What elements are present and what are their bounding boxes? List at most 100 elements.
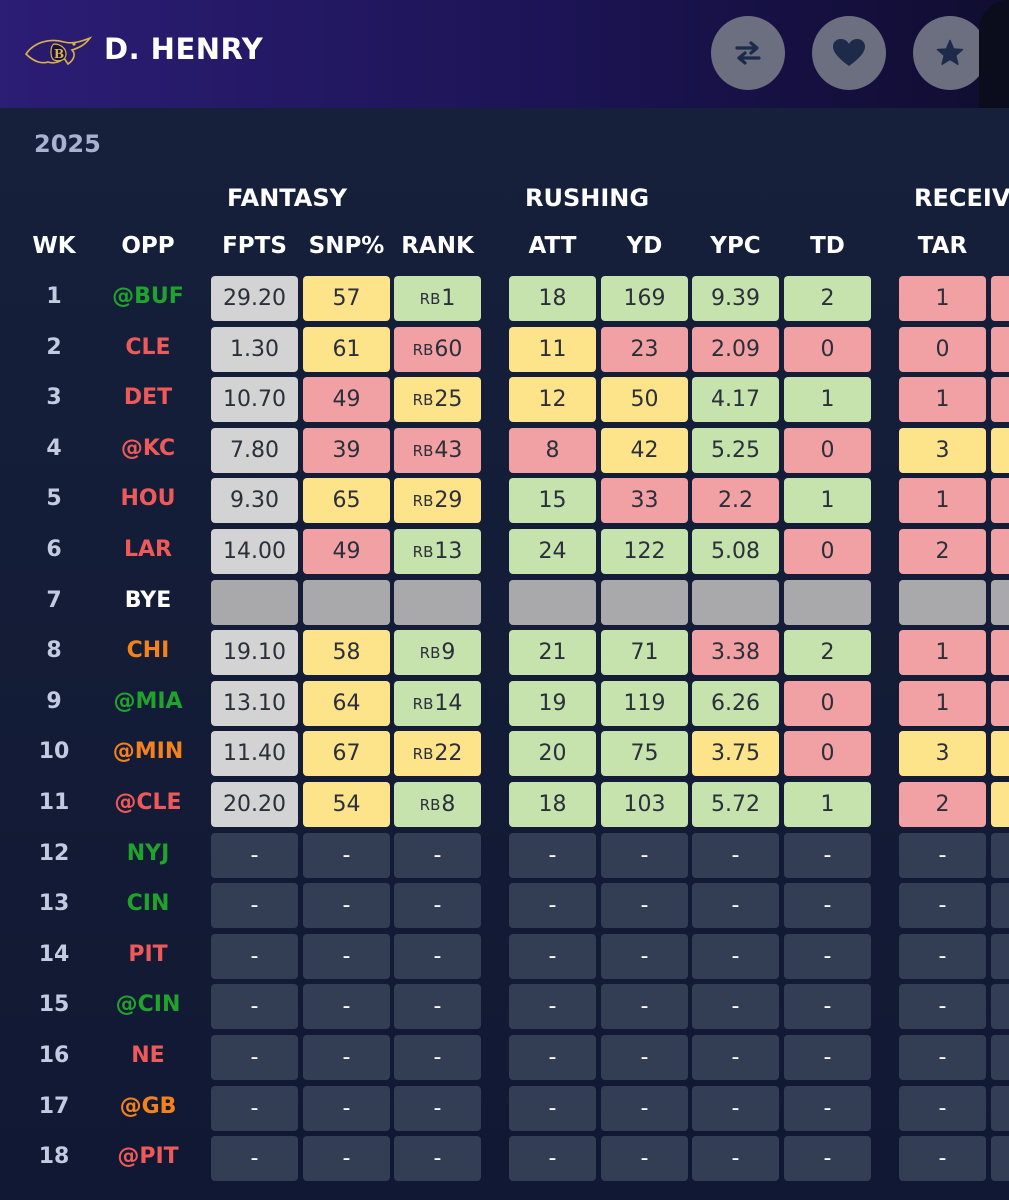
opponent-label[interactable]: HOU bbox=[120, 486, 176, 511]
stat-cell-fpts: - bbox=[211, 1035, 298, 1080]
stat-cell-att: - bbox=[509, 1035, 596, 1080]
stat-cell-yd: 169 bbox=[601, 276, 688, 321]
week-number: 10 bbox=[38, 739, 70, 764]
week-number: 4 bbox=[46, 436, 62, 461]
col-opp: OPP bbox=[121, 233, 175, 259]
stat-cell-tar: - bbox=[899, 1035, 986, 1080]
stat-cell-att: 8 bbox=[509, 428, 596, 473]
stat-cell-td: 2 bbox=[784, 276, 871, 321]
stat-cell-snp: 65 bbox=[303, 478, 390, 523]
stat-cell-tar: 3 bbox=[899, 428, 986, 473]
rank-value: 60 bbox=[434, 337, 463, 362]
opponent-label[interactable]: DET bbox=[123, 385, 173, 410]
stat-cell-att: - bbox=[509, 883, 596, 928]
stat-cell-ypc: 2.2 bbox=[692, 478, 779, 523]
col-att: ATT bbox=[528, 233, 577, 259]
stat-cell-fpts: - bbox=[211, 934, 298, 979]
stat-cell-fpts: - bbox=[211, 1136, 298, 1181]
week-number: 16 bbox=[38, 1043, 70, 1068]
opponent-label[interactable]: @MIA bbox=[113, 689, 183, 714]
stat-cell-td: - bbox=[784, 984, 871, 1029]
stat-cell-tar: - bbox=[899, 833, 986, 878]
week-number: 2 bbox=[46, 335, 62, 360]
stat-cell-td: - bbox=[784, 1035, 871, 1080]
stat-cell-yd: 23 bbox=[601, 327, 688, 372]
stat-cell-rec bbox=[991, 782, 1009, 827]
rank-prefix: RB bbox=[419, 289, 441, 308]
col-fpts: FPTS bbox=[222, 233, 287, 259]
stat-cell-rank: - bbox=[394, 833, 481, 878]
stat-cell-td bbox=[784, 580, 871, 625]
star-icon bbox=[936, 39, 964, 65]
opponent-label[interactable]: BYE bbox=[124, 588, 172, 613]
stat-cell-att: 11 bbox=[509, 327, 596, 372]
opponent-label[interactable]: LAR bbox=[124, 537, 172, 562]
stat-cell-tar: 1 bbox=[899, 630, 986, 675]
stat-cell-fpts: - bbox=[211, 1086, 298, 1131]
opponent-label[interactable]: @KC bbox=[120, 436, 176, 461]
stat-cell-ypc: - bbox=[692, 1136, 779, 1181]
opponent-label[interactable]: @CIN bbox=[115, 992, 181, 1017]
opponent-label[interactable]: CIN bbox=[126, 891, 170, 916]
stat-cell-fpts: - bbox=[211, 984, 298, 1029]
stat-cell-ypc: - bbox=[692, 934, 779, 979]
stat-cell-att: - bbox=[509, 984, 596, 1029]
rank-value: 9 bbox=[441, 640, 456, 665]
rank-prefix: RB bbox=[419, 643, 441, 662]
stat-cell-yd: - bbox=[601, 934, 688, 979]
opponent-label[interactable]: @MIN bbox=[112, 739, 184, 764]
stat-cell-yd: 33 bbox=[601, 478, 688, 523]
stat-cell-yd: 42 bbox=[601, 428, 688, 473]
stat-cell-fpts: 10.70 bbox=[211, 377, 298, 422]
stat-cell-tar: 1 bbox=[899, 377, 986, 422]
opponent-label[interactable]: NYJ bbox=[126, 841, 170, 866]
stat-cell-ypc: 4.17 bbox=[692, 377, 779, 422]
stat-cell-fpts: 11.40 bbox=[211, 731, 298, 776]
opponent-label[interactable]: CHI bbox=[126, 638, 170, 663]
favorite-button[interactable] bbox=[812, 16, 886, 90]
stat-cell-tar: - bbox=[899, 1136, 986, 1181]
group-receiving: RECEIV bbox=[914, 184, 1009, 212]
opponent-label[interactable]: CLE bbox=[125, 335, 171, 360]
col-wk: WK bbox=[32, 233, 76, 259]
opponent-label[interactable]: @PIT bbox=[117, 1144, 179, 1169]
week-number: 14 bbox=[38, 942, 70, 967]
compare-button[interactable] bbox=[711, 16, 785, 90]
stat-cell-tar: 2 bbox=[899, 529, 986, 574]
week-number: 8 bbox=[46, 638, 62, 663]
opponent-label[interactable]: @CLE bbox=[114, 790, 182, 815]
stat-cell-yd: - bbox=[601, 1136, 688, 1181]
stat-cell-snp: 61 bbox=[303, 327, 390, 372]
opponent-label[interactable]: NE bbox=[131, 1043, 165, 1068]
stat-cell-snp: - bbox=[303, 1035, 390, 1080]
stat-cell-ypc bbox=[692, 580, 779, 625]
swap-arrows-icon bbox=[735, 41, 761, 65]
player-name: D. HENRY bbox=[104, 32, 264, 66]
opponent-label[interactable]: PIT bbox=[128, 942, 168, 967]
stat-cell-tar: - bbox=[899, 984, 986, 1029]
stat-cell-tar: 1 bbox=[899, 276, 986, 321]
stat-cell-fpts: 14.00 bbox=[211, 529, 298, 574]
ravens-logo-icon: B bbox=[24, 36, 92, 66]
rank-value: 13 bbox=[434, 539, 463, 564]
star-button[interactable] bbox=[913, 16, 987, 90]
stat-cell-td: 0 bbox=[784, 529, 871, 574]
stat-cell-rank: - bbox=[394, 984, 481, 1029]
stat-cell-rec bbox=[991, 984, 1009, 1029]
stat-cell-td: - bbox=[784, 833, 871, 878]
week-number: 12 bbox=[38, 841, 70, 866]
stat-cell-snp: 49 bbox=[303, 377, 390, 422]
stat-cell-rec bbox=[991, 731, 1009, 776]
rank-value: 43 bbox=[434, 438, 463, 463]
opponent-label[interactable]: @GB bbox=[119, 1094, 177, 1119]
stat-cell-rec bbox=[991, 478, 1009, 523]
stat-cell-att: 21 bbox=[509, 630, 596, 675]
stat-cell-snp bbox=[303, 580, 390, 625]
opponent-label[interactable]: @BUF bbox=[112, 284, 184, 309]
stat-cell-ypc: 9.39 bbox=[692, 276, 779, 321]
stat-cell-rec bbox=[991, 327, 1009, 372]
stat-cell-td: 1 bbox=[784, 782, 871, 827]
season-label: 2025 bbox=[34, 130, 101, 158]
rank-prefix: RB bbox=[412, 491, 434, 510]
stat-cell-snp: 54 bbox=[303, 782, 390, 827]
